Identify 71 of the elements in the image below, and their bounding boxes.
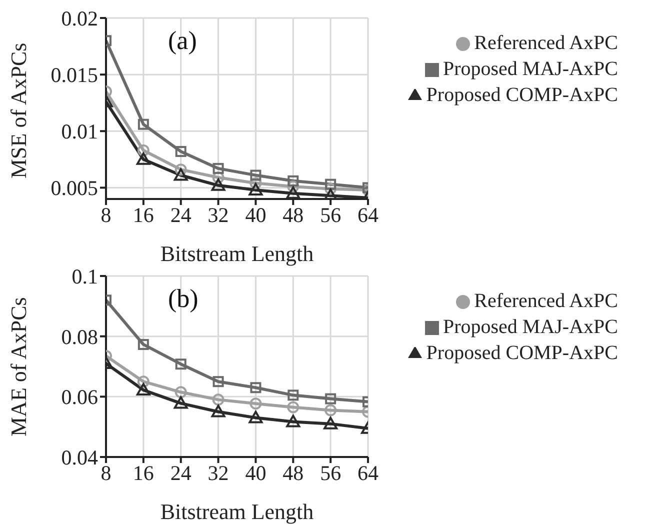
point xyxy=(324,182,337,195)
y-tick-label: 0.02 xyxy=(61,6,98,30)
point xyxy=(174,396,188,409)
point xyxy=(137,144,150,156)
x-tick-label: 24 xyxy=(170,202,192,227)
point xyxy=(136,383,150,396)
point xyxy=(250,382,262,394)
x-tick-label: 48 xyxy=(282,460,304,485)
x-tick-label: 16 xyxy=(132,202,154,227)
point xyxy=(211,178,226,191)
point xyxy=(138,118,149,130)
point xyxy=(324,416,338,430)
x-tick-label: 48 xyxy=(282,202,304,227)
annotation: (b) xyxy=(168,284,198,314)
point xyxy=(137,376,150,388)
point xyxy=(325,178,336,190)
legend-label: Referenced AxPC xyxy=(474,32,618,54)
x-tick-label: 24 xyxy=(170,460,192,485)
point xyxy=(175,358,186,370)
y-axis-title: MSE of AxPCs xyxy=(6,42,31,178)
point xyxy=(288,390,299,401)
point xyxy=(211,404,226,418)
y-tick-label: 0.005 xyxy=(50,176,98,200)
point xyxy=(212,376,224,388)
x-tick-label: 32 xyxy=(208,202,229,227)
x-axis-title: Bitstream Length xyxy=(160,499,314,524)
point xyxy=(250,398,262,410)
y-tick-label: 0.06 xyxy=(61,385,98,410)
point xyxy=(250,177,262,190)
point xyxy=(175,146,186,157)
x-tick-label: 8 xyxy=(100,460,112,485)
legend-label: Proposed MAJ-AxPC xyxy=(442,58,618,80)
point xyxy=(248,410,263,424)
annotation: (a) xyxy=(168,26,197,56)
point xyxy=(287,180,300,193)
x-tick-label: 56 xyxy=(320,202,342,227)
point xyxy=(138,338,149,350)
point xyxy=(212,394,224,406)
point xyxy=(324,404,337,416)
point xyxy=(248,182,263,196)
x-tick-label: 40 xyxy=(245,202,266,227)
y-tick-label: 0.04 xyxy=(61,445,98,470)
point xyxy=(174,168,188,181)
legend-label: Referenced AxPC xyxy=(474,290,618,312)
x-tick-label: 40 xyxy=(245,460,266,485)
point xyxy=(250,170,262,181)
point xyxy=(288,175,299,186)
legend-label: Proposed COMP-AxPC xyxy=(426,342,618,364)
legend-label: Proposed MAJ-AxPC xyxy=(442,316,618,338)
y-axis-title: MAE of AxPCs xyxy=(6,297,31,436)
y-tick-label: 0.08 xyxy=(61,324,98,349)
point xyxy=(136,152,150,165)
point xyxy=(325,393,336,404)
y-tick-label: 0.1 xyxy=(72,264,98,288)
point xyxy=(286,414,300,428)
point xyxy=(212,172,224,184)
point xyxy=(174,164,187,176)
x-tick-label: 64 xyxy=(358,460,379,485)
point xyxy=(212,162,224,174)
x-tick-label: 32 xyxy=(208,460,229,485)
point xyxy=(174,386,187,398)
x-tick-label: 16 xyxy=(132,460,154,485)
legend-label: Proposed COMP-AxPC xyxy=(426,84,618,106)
x-axis-title: Bitstream Length xyxy=(160,241,314,266)
x-tick-label: 56 xyxy=(320,460,342,485)
x-tick-label: 64 xyxy=(358,202,379,227)
point xyxy=(286,186,300,199)
x-tick-label: 8 xyxy=(100,202,112,227)
y-tick-label: 0.015 xyxy=(50,63,98,88)
point xyxy=(287,401,300,414)
y-tick-label: 0.01 xyxy=(61,120,98,144)
